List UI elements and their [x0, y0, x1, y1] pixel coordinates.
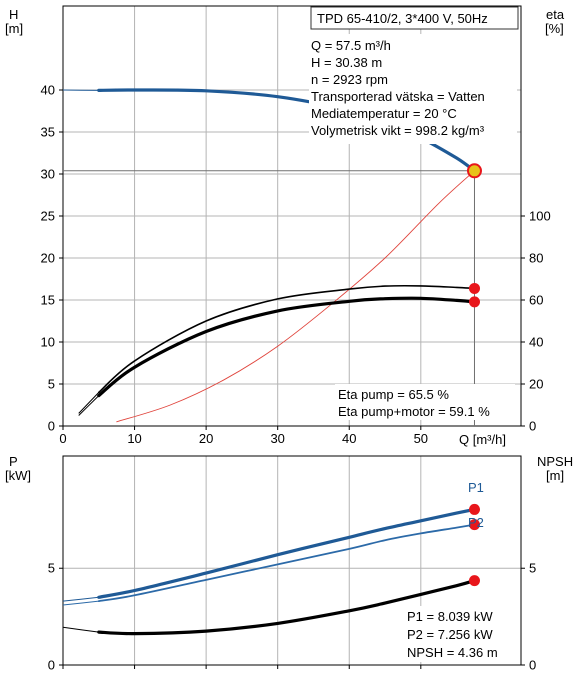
top-x-tick-label-40: 40	[342, 431, 356, 446]
duty-line-h: H = 30.38 m	[311, 55, 382, 70]
p1-curve-label: P1	[468, 480, 484, 495]
duty-point-eta-pump-marker	[469, 283, 480, 294]
top-y-left-unit-line1: H	[9, 7, 18, 22]
duty-line-density: Volymetrisk vikt = 998.2 kg/m³	[311, 123, 485, 138]
top-y-tick-label-35: 35	[41, 125, 55, 140]
eta-text: Eta pump = 65.5 % Eta pump+motor = 59.1 …	[335, 384, 515, 420]
bottom-y2-tick-label-5: 5	[529, 561, 536, 576]
top-y2-tick-label-100: 100	[529, 209, 551, 224]
top-y2-tick-label-80: 80	[529, 251, 543, 266]
duty-point-npsh-marker	[469, 575, 480, 586]
top-x-tick-label-10: 10	[127, 431, 141, 446]
top-y-left-unit-line2: [m]	[5, 21, 23, 36]
eta-pump-motor-line: Eta pump+motor = 59.1 %	[338, 404, 490, 419]
top-x-tick-label-30: 30	[270, 431, 284, 446]
top-y-right-unit-line1: eta	[546, 7, 565, 22]
top-y-tick-label-30: 30	[41, 167, 55, 182]
duty-line-fluid: Transporterad vätska = Vatten	[311, 89, 485, 104]
top-y-tick-label-10: 10	[41, 335, 55, 350]
bottom-y-left-unit-line2: [kW]	[5, 468, 31, 483]
duty-point-text: Q = 57.5 m³/h H = 30.38 m n = 2923 rpm T…	[309, 34, 517, 144]
bottom-y-right-unit-line1: NPSH	[537, 454, 573, 469]
p2-curve-label: P2	[468, 515, 484, 530]
top-y-right-unit-line2: [%]	[545, 21, 564, 36]
eta-pump-line: Eta pump = 65.5 %	[338, 387, 449, 402]
result-p2-line: P2 = 7.256 kW	[407, 627, 493, 642]
bottom-y-tick-label-0: 0	[48, 658, 55, 673]
bottom-y-left-unit-line1: P	[9, 454, 18, 469]
top-y-tick-label-0: 0	[48, 419, 55, 434]
top-y2-tick-label-60: 60	[529, 293, 543, 308]
top-x-tick-label-20: 20	[199, 431, 213, 446]
duty-line-n: n = 2923 rpm	[311, 72, 388, 87]
top-y-tick-label-40: 40	[41, 83, 55, 98]
duty-point-p1-marker	[469, 504, 480, 515]
bottom-y-tick-label-5: 5	[48, 561, 55, 576]
bottom-y-right-unit-line2: [m]	[546, 468, 564, 483]
top-y-tick-label-5: 5	[48, 377, 55, 392]
top-x-tick-label-0: 0	[59, 431, 66, 446]
result-p1-line: P1 = 8.039 kW	[407, 609, 493, 624]
top-y-tick-label-25: 25	[41, 209, 55, 224]
power-results-text: P1 = 8.039 kW P2 = 7.256 kW NPSH = 4.36 …	[404, 606, 516, 662]
top-x-axis-label: Q [m³/h]	[459, 432, 506, 447]
top-x-tick-label-50: 50	[414, 431, 428, 446]
top-y2-tick-label-0: 0	[529, 419, 536, 434]
duty-line-temperature: Mediatemperatur = 20 °C	[311, 106, 457, 121]
top-y2-tick-label-40: 40	[529, 335, 543, 350]
bottom-y2-tick-label-0: 0	[529, 658, 536, 673]
top-y-tick-label-15: 15	[41, 293, 55, 308]
top-y2-tick-label-20: 20	[529, 377, 543, 392]
duty-line-q: Q = 57.5 m³/h	[311, 38, 391, 53]
result-npsh-line: NPSH = 4.36 m	[407, 645, 498, 660]
top-y-tick-label-20: 20	[41, 251, 55, 266]
duty-point-eta-pump-motor-marker	[469, 296, 480, 307]
info-box-title: TPD 65-410/2, 3*400 V, 50Hz	[317, 11, 488, 26]
duty-point-head-marker	[468, 164, 481, 177]
